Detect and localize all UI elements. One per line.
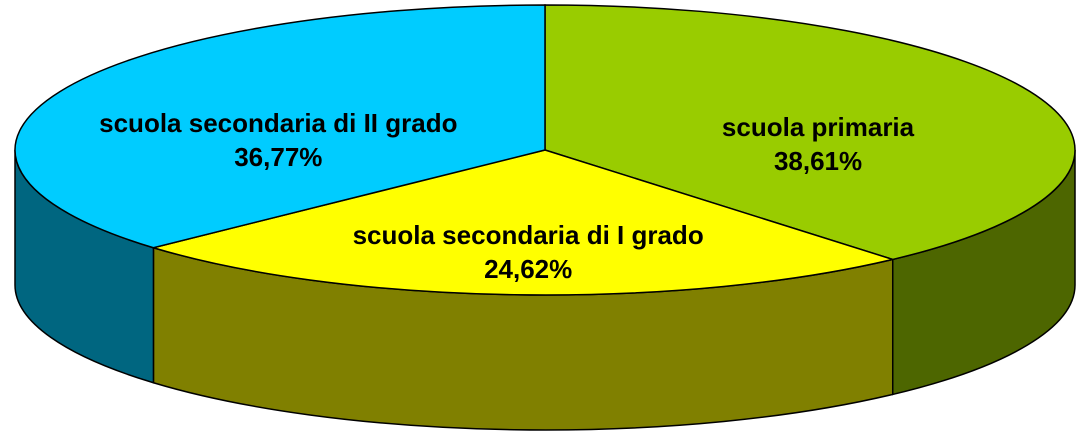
slice-label: scuola primaria 38,61%	[623, 110, 1013, 178]
slice	[544, 4, 1076, 261]
category-label: scuola secondaria di I grado	[352, 219, 704, 250]
slice-label: scuola secondaria di I grado 24,62%	[333, 218, 723, 286]
slice-label: scuola secondaria di II grado 36,77%	[83, 106, 473, 174]
value-label: 38,61%	[773, 146, 863, 177]
category-label: scuola primaria	[721, 112, 915, 143]
category-label: scuola secondaria di II grado	[99, 107, 458, 138]
slice	[14, 4, 546, 249]
value-label: 24,62%	[484, 253, 573, 284]
slice	[150, 149, 896, 296]
value-label: 36,77%	[234, 141, 323, 172]
